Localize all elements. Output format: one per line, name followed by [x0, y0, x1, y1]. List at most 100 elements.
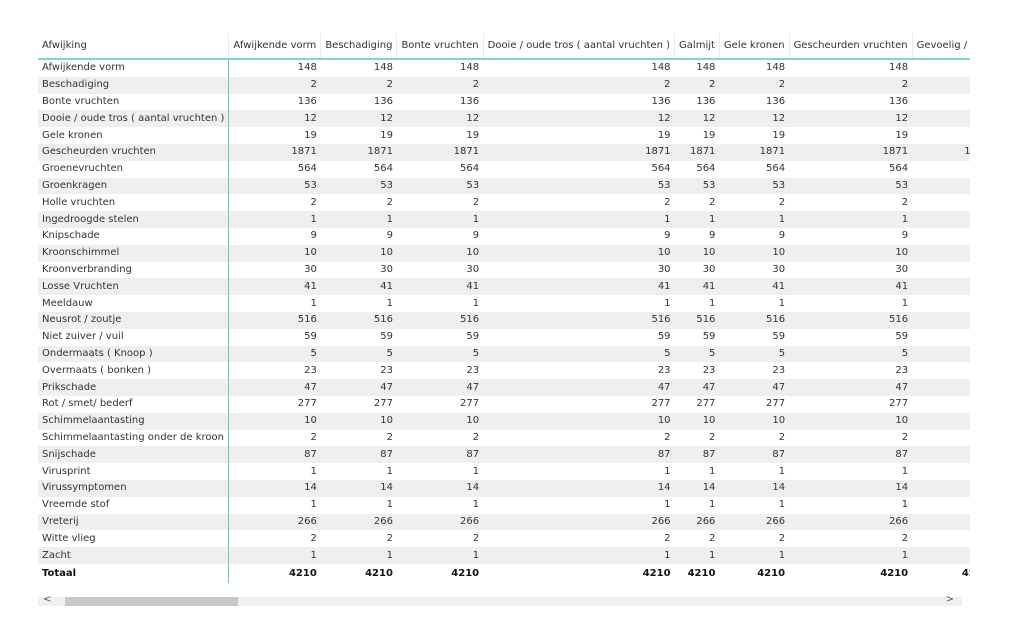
cell-value: 10 — [228, 244, 321, 262]
cell-value: 136 — [696, 95, 716, 107]
table-row: Niet zuiver / vuil5959595959595959 — [38, 328, 970, 346]
column-header[interactable]: Gescheurden vruchten — [789, 33, 913, 60]
column-header[interactable]: Dooie / oude tros ( aantal vruchten ) — [483, 33, 676, 60]
cell-value: 41 — [483, 278, 675, 296]
scrollbar-thumb[interactable] — [65, 597, 238, 606]
table-row: Virusprint11111111 — [38, 463, 970, 480]
scroll-left-icon[interactable]: < — [43, 594, 52, 605]
table-row: Vreterij266266266266266266266266 — [38, 513, 970, 531]
cell-value: 5 — [912, 345, 970, 363]
table-row: Knipschade99999999 — [38, 227, 970, 245]
cell-value: 2 — [386, 196, 393, 208]
cell-value: 59 — [304, 331, 317, 343]
cell-value: 1 — [778, 465, 786, 477]
cell-value: 19 — [304, 129, 317, 141]
row-label: Ondermaats ( Knoop ) — [38, 345, 230, 363]
cell-value: 136 — [651, 95, 671, 107]
table-row: Groenevruchten564564564564564564564564 — [38, 160, 970, 178]
cell-value: 87 — [674, 446, 720, 464]
table-row: Ingedroogde stelen11111111 — [38, 211, 970, 228]
cell-value: 10 — [719, 244, 790, 262]
cell-value: 1 — [789, 547, 913, 564]
cell-value: 516 — [789, 311, 913, 329]
cell-value: 516 — [719, 311, 790, 329]
cell-value: 136 — [297, 95, 317, 107]
cell-value: 12 — [912, 110, 970, 128]
matrix-table: Afwijking Afwijkende vorm Beschadiging Bont… — [38, 33, 970, 583]
cell-value: 1 — [912, 547, 970, 564]
cell-value: 1 — [912, 463, 970, 480]
column-header[interactable]: Bonte vruchten — [396, 33, 484, 60]
cell-value: 516 — [228, 311, 321, 329]
table-row: Virussymptomen1414141414141414 — [38, 479, 970, 497]
cell-value: 1 — [483, 211, 675, 228]
row-label: Afwijkende vorm — [38, 59, 230, 77]
cell-value: 30 — [895, 263, 909, 275]
cell-value: 2 — [912, 194, 970, 211]
cell-value: 1 — [912, 211, 970, 228]
cell-value: 87 — [789, 446, 913, 464]
cell-value: 1 — [901, 465, 909, 477]
column-header[interactable]: Afwijkende vorm — [228, 33, 322, 60]
cell-value: 277 — [765, 398, 786, 410]
cell-value: 564 — [373, 163, 393, 175]
cell-value: 1 — [664, 465, 671, 477]
cell-value: 2 — [472, 532, 480, 544]
table-row: Witte vlieg22222222 — [38, 530, 970, 548]
cell-value: 136 — [912, 94, 970, 111]
total-value: 4210 — [451, 567, 480, 579]
cell-value: 564 — [297, 163, 317, 175]
cell-value: 23 — [380, 364, 393, 376]
row-label: Vreemde stof — [38, 496, 230, 514]
cell-value: 2 — [472, 431, 480, 443]
cell-value: 10 — [320, 412, 397, 430]
table-row: Overmaats ( bonken )2323232323232323 — [38, 362, 970, 380]
cell-value: 2 — [386, 532, 393, 544]
cell-value: 1 — [396, 547, 484, 564]
cell-value: 10 — [912, 412, 970, 430]
scroll-right-icon[interactable]: > — [945, 594, 954, 605]
table-row: Holle vruchten22222222 — [38, 194, 970, 212]
row-header[interactable]: Afwijking — [38, 33, 230, 60]
cell-value: 47 — [320, 379, 397, 396]
row-label: Gescheurden vruchten — [38, 143, 230, 161]
cell-value: 2 — [912, 530, 970, 547]
cell-value: 2 — [901, 431, 909, 443]
cell-value: 14 — [396, 479, 484, 497]
cell-value: 10 — [483, 244, 675, 262]
column-header[interactable]: Gele kronen — [719, 33, 790, 60]
column-header[interactable]: Beschadiging — [320, 33, 398, 60]
total-row: Totaal 4210 4210 4210 4210 4210 4210 4210 4210 — [38, 563, 970, 583]
cell-value: 9 — [778, 230, 786, 242]
cell-value: 1 — [386, 499, 393, 511]
cell-value: 10 — [320, 244, 397, 262]
cell-value: 148 — [373, 62, 393, 74]
row-label: Virussymptomen — [38, 479, 230, 497]
cell-value: 2 — [483, 76, 675, 94]
horizontal-scrollbar[interactable]: < > — [38, 594, 962, 606]
cell-value: 14 — [228, 479, 321, 497]
cell-value: 14 — [912, 479, 970, 497]
cell-value: 59 — [702, 331, 716, 343]
cell-value: 23 — [657, 364, 671, 376]
cell-value: 12 — [228, 110, 321, 128]
cell-value: 1871 — [719, 143, 790, 161]
cell-value: 2 — [396, 76, 484, 94]
row-label: Groenkragen — [38, 177, 230, 195]
cell-value: 2 — [778, 532, 786, 544]
cell-value: 2 — [912, 76, 970, 94]
cell-value: 2 — [386, 431, 393, 443]
cell-value: 148 — [912, 59, 970, 77]
column-header[interactable]: Gevoelig / Rijp — [912, 33, 970, 60]
cell-value: 19 — [772, 129, 786, 141]
cell-value: 30 — [657, 263, 671, 275]
column-header[interactable]: Galmijt — [674, 33, 720, 60]
cell-value: 5 — [674, 345, 720, 363]
cell-value: 1 — [664, 297, 671, 309]
cell-value: 1 — [386, 465, 393, 477]
cell-value: 277 — [651, 398, 671, 410]
row-label: Virusprint — [38, 463, 230, 480]
cell-value: 148 — [765, 62, 786, 74]
cell-value: 564 — [460, 163, 480, 175]
cell-value: 53 — [789, 177, 913, 195]
